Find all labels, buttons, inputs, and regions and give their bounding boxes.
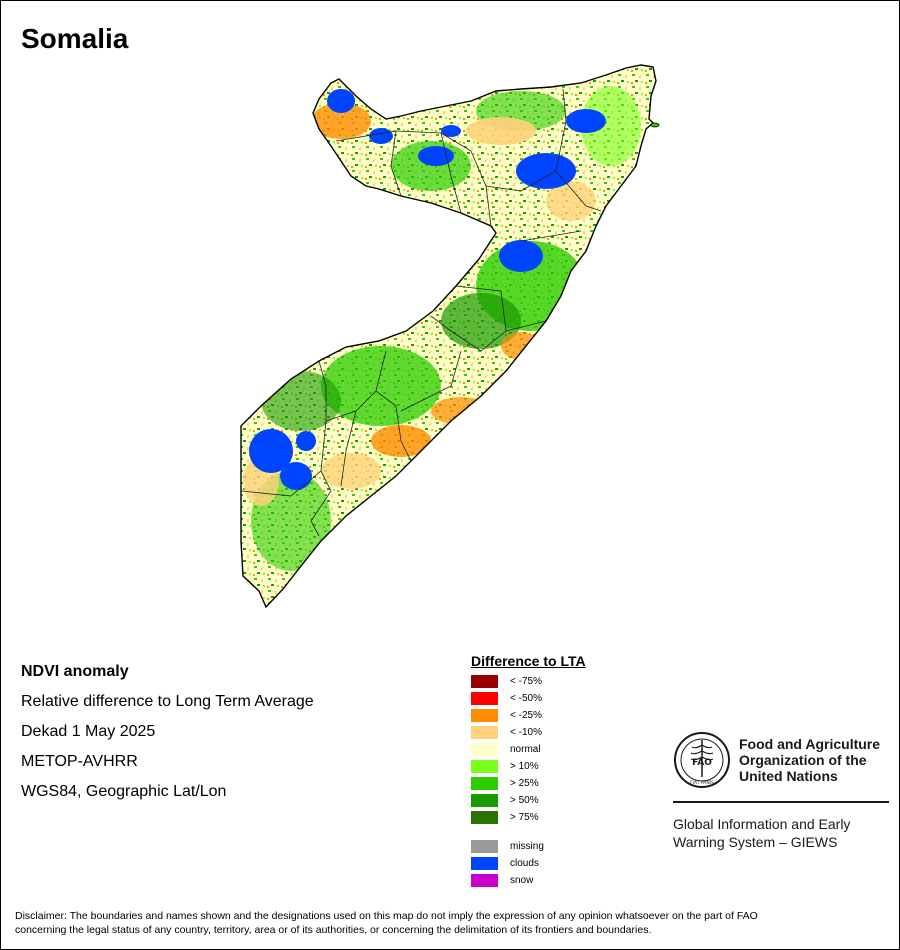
- legend-item: > 10%: [471, 758, 586, 775]
- fao-name-line1: Food and Agriculture: [739, 736, 881, 752]
- somalia-ndvi-map: [240, 64, 660, 609]
- legend-label: > 50%: [510, 795, 539, 806]
- legend-item: < -75%: [471, 673, 586, 690]
- product-heading: NDVI anomaly: [21, 663, 129, 680]
- legend-label: < -50%: [510, 693, 542, 704]
- legend-item: > 50%: [471, 792, 586, 809]
- legend-extra-swatch: [471, 840, 498, 853]
- legend-swatch: [471, 760, 498, 773]
- map-title: Somalia: [21, 23, 129, 54]
- legend-swatch: [471, 743, 498, 756]
- legend-label: < -75%: [510, 676, 542, 687]
- disclaimer-line1: Disclaimer: The boundaries and names sho…: [15, 910, 758, 922]
- legend-swatch: [471, 777, 498, 790]
- legend-swatch: [471, 726, 498, 739]
- legend-extra-label: clouds: [510, 858, 539, 869]
- legend-label: < -25%: [510, 710, 542, 721]
- fao-name: Food and Agriculture Organization of the…: [739, 736, 880, 784]
- legend-extra-swatch: [471, 857, 498, 870]
- legend-label: < -10%: [510, 727, 542, 738]
- legend-item: > 25%: [471, 775, 586, 792]
- product-projection: WGS84, Geographic Lat/Lon: [21, 783, 227, 800]
- product-dekad: Dekad 1 May 2025: [21, 723, 156, 740]
- legend-swatch: [471, 811, 498, 824]
- legend-extra-item: clouds: [471, 855, 586, 872]
- legend-item: < -50%: [471, 690, 586, 707]
- legend-item: < -25%: [471, 707, 586, 724]
- fao-logo-text: FAO: [692, 758, 712, 768]
- legend-label: > 75%: [510, 812, 539, 823]
- legend-swatch: [471, 692, 498, 705]
- fao-logo-motto: FIAT PANIS: [690, 780, 714, 786]
- legend-item: > 75%: [471, 809, 586, 826]
- map-info: NDVI anomaly Relative difference to Long…: [21, 657, 314, 807]
- fao-name-line2: Organization of the: [739, 752, 867, 768]
- disclaimer: Disclaimer: The boundaries and names sho…: [15, 909, 890, 937]
- giews-name: Global Information and Early Warning Sys…: [673, 815, 850, 851]
- giews-line2: Warning System – GIEWS: [673, 834, 838, 850]
- legend-label: > 10%: [510, 761, 539, 772]
- legend-extra-item: missing: [471, 838, 586, 855]
- legend-extra-item: snow: [471, 872, 586, 889]
- legend: Difference to LTA < -75% < -50% < -25% < -1…: [471, 653, 586, 889]
- legend-item: normal: [471, 741, 586, 758]
- giews-line1: Global Information and Early: [673, 816, 851, 832]
- legend-extra-swatch: [471, 874, 498, 887]
- disclaimer-line2: concerning the legal status of any count…: [15, 924, 652, 936]
- product-sensor: METOP-AVHRR: [21, 753, 138, 770]
- fao-divider: [673, 801, 889, 803]
- legend-label: normal: [510, 744, 541, 755]
- legend-extra-label: snow: [510, 875, 534, 886]
- legend-swatch: [471, 675, 498, 688]
- fao-logo-icon: FAO FIAT PANIS: [674, 732, 730, 788]
- fao-name-line3: United Nations: [739, 768, 838, 784]
- product-description: Relative difference to Long Term Average: [21, 693, 314, 710]
- legend-item: < -10%: [471, 724, 586, 741]
- legend-extra-label: missing: [510, 841, 544, 852]
- legend-swatch: [471, 794, 498, 807]
- legend-title: Difference to LTA: [471, 653, 586, 669]
- legend-label: > 25%: [510, 778, 539, 789]
- legend-swatch: [471, 709, 498, 722]
